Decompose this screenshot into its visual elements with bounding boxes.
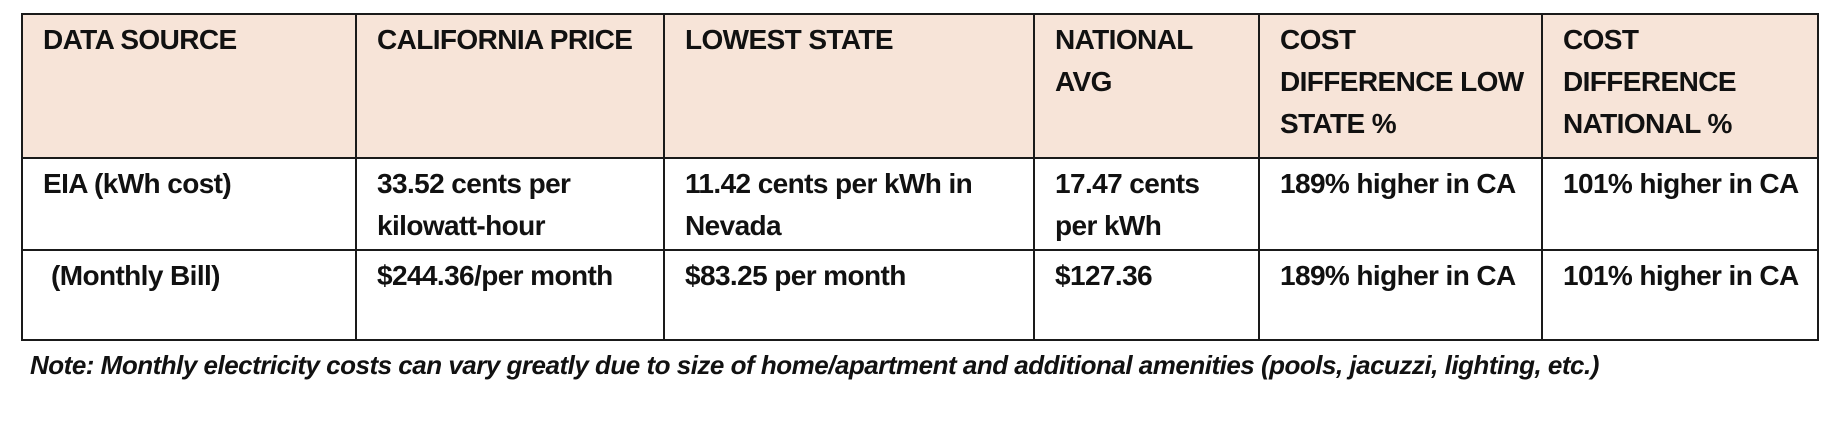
cell-cost-diff-low-state: 189% higher in CA [1258,157,1543,251]
cell-california-price: 33.52 cents per kilowatt-hour [355,157,665,251]
header-cost-diff-low-state: COST DIFFERENCE LOW STATE % [1258,13,1543,159]
cell-california-price: $244.36/per month [355,249,665,341]
header-row: DATA SOURCE CALIFORNIA PRICE LOWEST STAT… [21,13,1819,159]
header-data-source: DATA SOURCE [21,13,357,159]
table-row: EIA (kWh cost) 33.52 cents per kilowatt-… [21,157,1819,251]
table-row: (Monthly Bill) $244.36/per month $83.25 … [21,249,1819,341]
cell-cost-diff-low-state: 189% higher in CA [1258,249,1543,341]
cell-lowest-state: 11.42 cents per kWh in Nevada [663,157,1035,251]
cell-cost-diff-national: 101% higher in CA [1541,249,1819,341]
cell-national-avg: 17.47 cents per kWh [1033,157,1260,251]
header-california-price: CALIFORNIA PRICE [355,13,665,159]
cell-national-avg: $127.36 [1033,249,1260,341]
cell-data-source: EIA (kWh cost) [21,157,357,251]
cell-data-source: (Monthly Bill) [21,249,357,341]
footnote: Note: Monthly electricity costs can vary… [30,350,1599,380]
cell-cost-diff-national: 101% higher in CA [1541,157,1819,251]
header-cost-diff-national: COST DIFFERENCE NATIONAL % [1541,13,1819,159]
electricity-cost-table: DATA SOURCE CALIFORNIA PRICE LOWEST STAT… [21,13,1819,341]
cell-lowest-state: $83.25 per month [663,249,1035,341]
header-national-avg: NATIONAL AVG [1033,13,1260,159]
header-lowest-state: LOWEST STATE [663,13,1035,159]
